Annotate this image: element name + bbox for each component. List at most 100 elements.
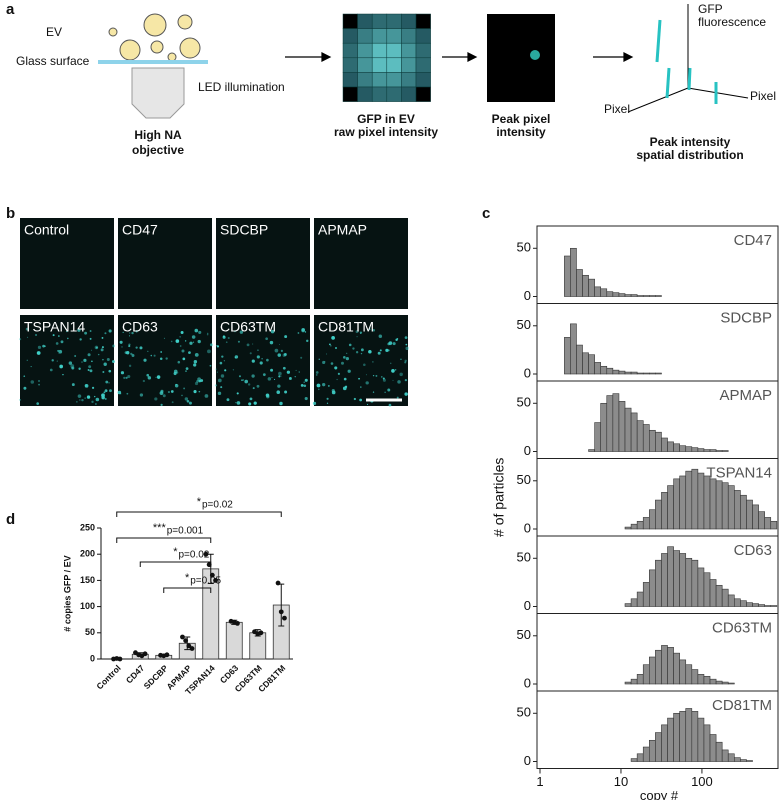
- speckle: [326, 402, 329, 404]
- p-value: p=0.05: [190, 576, 221, 587]
- histogram-bar: [618, 370, 626, 375]
- significance-bracket: [116, 511, 282, 517]
- speckle: [58, 335, 60, 337]
- speckle: [100, 348, 104, 352]
- speckle: [355, 351, 359, 354]
- bar: [249, 632, 267, 660]
- speckle: [59, 364, 64, 369]
- speckle: [286, 370, 291, 374]
- pixel: [357, 86, 373, 102]
- histogram-bar: [624, 407, 632, 452]
- histogram-bar: [642, 517, 650, 530]
- histogram-bar: [727, 753, 735, 762]
- speckle: [62, 373, 64, 376]
- speckle: [89, 369, 93, 373]
- histogram-bar: [679, 659, 687, 685]
- histogram-bar: [715, 480, 723, 530]
- speckle: [101, 346, 104, 349]
- pixel: [401, 57, 417, 73]
- speckle: [122, 331, 124, 334]
- speckle: [304, 378, 308, 382]
- histogram-bar: [673, 443, 680, 452]
- speckle: [304, 396, 308, 401]
- histogram-bar: [630, 294, 638, 297]
- speckle: [77, 394, 82, 398]
- pixel: [371, 86, 388, 102]
- speckle: [348, 343, 352, 347]
- speckle: [42, 344, 45, 348]
- speckle: [262, 373, 266, 377]
- speckle: [249, 397, 253, 401]
- x-label: Pixel: [604, 102, 630, 116]
- speckle: [37, 345, 42, 349]
- speckle: [304, 331, 307, 333]
- speckle: [277, 384, 281, 388]
- histogram-bar: [636, 753, 644, 762]
- speckle: [179, 336, 181, 338]
- speckle: [184, 397, 189, 401]
- speckle: [86, 395, 91, 399]
- histogram-bar: [673, 652, 680, 685]
- speckle: [78, 367, 81, 370]
- ev-particle: [179, 37, 201, 59]
- speckle: [358, 377, 360, 380]
- speckle: [153, 354, 156, 357]
- raw-label: raw pixel intensity: [334, 125, 438, 139]
- histogram-bar: [630, 598, 638, 607]
- speckle: [94, 345, 99, 350]
- histogram-bar: [624, 526, 632, 530]
- speckle: [284, 335, 288, 339]
- image-label: CD81TM: [318, 319, 374, 335]
- speckle: [388, 341, 393, 346]
- y-tick-label: 50: [517, 240, 531, 255]
- histogram-bar: [691, 669, 699, 685]
- speckle: [104, 397, 107, 400]
- speckle: [162, 394, 166, 398]
- speckle: [95, 346, 98, 349]
- histogram-bar: [691, 711, 699, 762]
- speckle: [267, 377, 272, 381]
- histogram-bar: [588, 449, 595, 452]
- histogram-bar: [582, 274, 589, 297]
- speckle: [94, 395, 96, 398]
- micrograph: [216, 218, 310, 309]
- speckle: [74, 355, 77, 357]
- speckle: [247, 383, 251, 386]
- speckle: [170, 340, 173, 343]
- speckle: [248, 402, 252, 406]
- histogram-bar: [752, 504, 759, 530]
- speckle: [79, 399, 81, 401]
- ev-particle: [108, 27, 118, 37]
- speckle: [67, 337, 69, 340]
- y-axis-title: # copies GFP / EV: [62, 555, 72, 631]
- histogram-bar: [600, 402, 608, 452]
- speckle: [71, 366, 75, 370]
- speckle: [131, 331, 134, 335]
- histogram-bar: [764, 517, 772, 530]
- speckle: [404, 392, 408, 396]
- speckle: [204, 394, 209, 398]
- speckle: [224, 369, 227, 372]
- speckle: [220, 386, 223, 389]
- histogram-bar: [703, 724, 711, 762]
- histogram-bar: [734, 757, 741, 762]
- speckle: [95, 403, 97, 405]
- speckle: [103, 362, 107, 366]
- histogram-bar: [740, 759, 747, 762]
- pixel: [415, 86, 431, 102]
- speckle: [112, 344, 116, 348]
- speckle: [324, 361, 326, 363]
- speckle: [256, 355, 260, 359]
- speckle: [26, 359, 29, 362]
- ev-particle: [177, 14, 193, 30]
- speckle: [246, 343, 250, 347]
- y-tick-label: 0: [524, 675, 531, 690]
- histogram-bar: [570, 247, 577, 297]
- speckle: [197, 377, 201, 382]
- data-point: [278, 609, 284, 615]
- histogram-bar: [630, 678, 638, 685]
- speckle: [89, 330, 92, 332]
- micrograph: [20, 315, 114, 406]
- speckle: [404, 361, 407, 364]
- speckle: [97, 353, 100, 356]
